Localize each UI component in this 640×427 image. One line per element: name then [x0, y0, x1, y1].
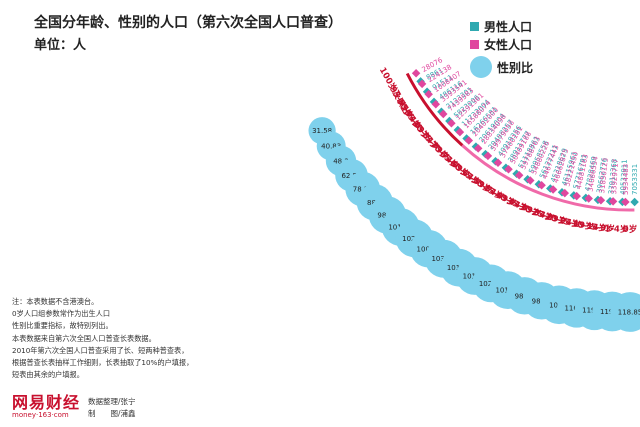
age-label: 5-9岁 [590, 221, 615, 234]
female-marker [493, 158, 503, 168]
age-label: 1-4岁 [604, 223, 628, 235]
male-value-label: 7053331 [631, 164, 639, 195]
chart-title: 全国分年龄、性别的人口（第六次全国人口普查） [34, 15, 342, 31]
footnote-line: 本表数据来自第六次全国人口普查长表数据。 [12, 333, 156, 343]
arc-old-segment [405, 72, 464, 147]
legend-male: 男性人口 [470, 18, 532, 35]
female-marker [464, 136, 474, 145]
legend-female: 女性人口 [470, 36, 532, 53]
legend-male-label: 男性人口 [484, 20, 533, 34]
female-marker [455, 127, 465, 137]
ratio-value-label: 40.83 [321, 143, 341, 151]
footnotes: 注：本表数据不含港澳台。 0岁人口组参数常作为出生人口 性别比重要指标，故特别列… [12, 296, 262, 381]
logo-sub: money·163·com [12, 411, 69, 419]
female-value-label: 5934483 [622, 164, 630, 195]
ratio-bubble-layer: 31.5840.8348.262.5678.2788.798.07101.061… [308, 117, 640, 332]
age-label: 10-14岁 [571, 218, 608, 234]
female-marker [504, 165, 513, 174]
female-marker [417, 79, 427, 89]
female-marker [483, 151, 493, 161]
legend-ratio-label: 性别比 [497, 60, 534, 75]
footnote-line: 根据普查长表抽样工作细则，长表抽取了10%的户填报， [12, 358, 194, 368]
footnote-line: 短表由其余的户填报。 [12, 370, 84, 380]
male-value-label: 37913368 [607, 158, 619, 194]
female-marker [431, 100, 441, 109]
credits: 数据整理/张宁 制 图/浦鑫 [88, 396, 136, 420]
logo-main: 网易财经 [12, 393, 81, 412]
ratio-value-label: 118.85 [618, 309, 640, 317]
ratio-bubble [610, 292, 640, 332]
ratio-swatch [470, 56, 492, 78]
legend-ratio: 性别比 [470, 56, 533, 78]
female-swatch [470, 40, 479, 49]
female-value-label: 31850123 [598, 157, 610, 193]
male-swatch [470, 22, 479, 31]
female-marker [473, 144, 483, 153]
female-marker [411, 68, 421, 78]
credit-design: 制 图/浦鑫 [88, 409, 136, 418]
footnote-line: 性别比重要指标，故特别列出。 [12, 321, 113, 331]
female-marker [424, 90, 433, 99]
female-marker [439, 109, 448, 119]
female-value-label: 33929717 [610, 159, 620, 195]
male-marker [630, 197, 639, 207]
legend-female-label: 女性人口 [484, 38, 533, 52]
arc-young-segment [461, 144, 635, 212]
male-value-label: 40533911 [619, 159, 629, 195]
unit-label: 单位：人 [34, 38, 87, 53]
footnote-line: 0岁人口组参数常作为出生人口 [12, 309, 111, 319]
credit-data: 数据整理/张宁 [88, 397, 136, 406]
ratio-value-label: 31.58 [312, 127, 332, 135]
logo: 网易财经 money·163·com [12, 394, 80, 419]
age-label: 0岁 [623, 224, 637, 235]
footnote-line: 2010年第六次全国人口普查采用了长、短两种普查表， [12, 345, 189, 355]
arc-layer [405, 72, 635, 212]
female-marker [447, 119, 456, 128]
value-label-layer: 8861280769151122413848611610084072123301… [411, 56, 639, 207]
ratio-value-label: 48.2 [333, 157, 349, 165]
footnote-line: 注：本表数据不含港澳台。 [12, 297, 99, 306]
